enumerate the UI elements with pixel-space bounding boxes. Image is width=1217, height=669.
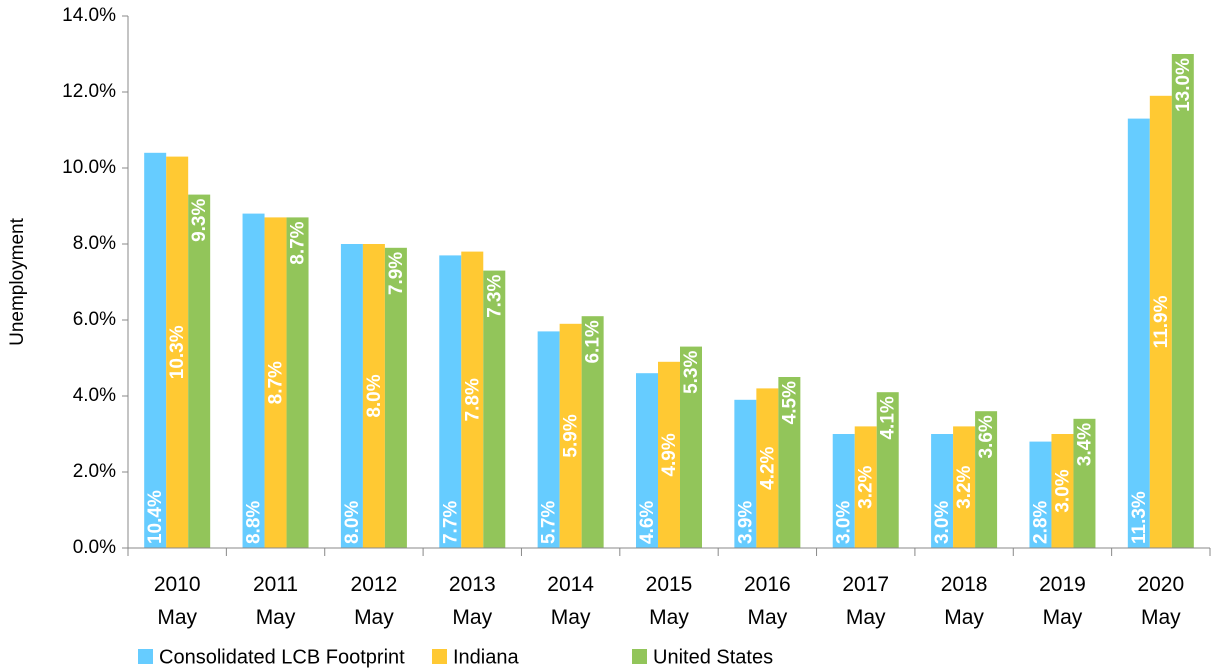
x-tick-label: 2015 May [645, 573, 693, 629]
bar [1029, 441, 1052, 548]
bar [832, 434, 855, 548]
x-tick-label: 2013 May [448, 573, 496, 629]
x-tick-label: 2012 May [350, 573, 398, 629]
bar [340, 244, 363, 548]
data-label: 8.7% [266, 361, 287, 404]
data-label: 6.1% [583, 320, 604, 363]
x-tick-label: 2020 May [1137, 573, 1185, 629]
bar [658, 361, 680, 548]
y-tick-label: 8.0% [73, 233, 116, 254]
bar [1127, 118, 1150, 548]
data-label: 8.8% [244, 501, 265, 544]
y-tick-label: 4.0% [73, 385, 116, 406]
data-label: 4.6% [637, 501, 658, 544]
data-label: 7.8% [462, 378, 483, 421]
legend-swatch [432, 649, 447, 664]
data-label: 9.3% [189, 198, 210, 241]
bar [384, 247, 407, 549]
legend-swatch [138, 649, 153, 664]
bar [188, 194, 211, 548]
bar [1171, 54, 1194, 548]
data-label: 11.9% [1151, 295, 1172, 348]
data-label: 7.7% [440, 501, 461, 544]
x-tick-label: 2010 May [153, 573, 201, 629]
data-label: 8.0% [342, 501, 363, 544]
bar [242, 213, 265, 548]
data-label: 3.0% [932, 501, 953, 544]
data-label: 3.0% [834, 501, 855, 544]
bar [1073, 418, 1096, 548]
data-label: 3.4% [1074, 423, 1095, 466]
bar [286, 217, 309, 548]
data-label: 7.3% [484, 274, 505, 317]
bar [439, 255, 462, 548]
bar [854, 426, 877, 548]
x-tick-label: 2014 May [547, 573, 594, 629]
bar [144, 152, 167, 549]
bar [680, 346, 702, 548]
data-label: 5.3% [681, 350, 702, 393]
x-tick-label: 2011 May [252, 573, 299, 629]
bar [975, 411, 998, 548]
data-label: 3.2% [856, 465, 877, 508]
bar [1051, 434, 1074, 548]
data-label: 10.3% [167, 325, 188, 379]
bar [876, 392, 899, 548]
bar [931, 434, 954, 548]
data-label: 8.0% [364, 374, 385, 417]
legend-swatch [632, 649, 647, 664]
data-label: 5.9% [561, 414, 582, 457]
bar [1149, 95, 1172, 549]
bar [581, 316, 604, 548]
data-label: 13.0% [1173, 58, 1194, 112]
data-label: 4.2% [757, 446, 778, 489]
y-tick-label: 12.0% [62, 81, 116, 102]
x-tick-label: 2016 May [744, 573, 791, 629]
y-tick-label: 2.0% [73, 461, 116, 482]
bar [483, 270, 506, 548]
legend-label: Indiana [453, 646, 519, 668]
data-label: 3.9% [735, 501, 756, 544]
y-tick-label: 6.0% [73, 309, 116, 330]
data-label: 10.4% [145, 490, 166, 544]
data-label: 2.8% [1030, 501, 1051, 544]
data-label: 8.7% [288, 221, 309, 264]
x-tick-label: 2019 May [1039, 573, 1086, 629]
x-tick-label: 2018 May [940, 573, 988, 629]
legend-label: United States [653, 646, 773, 668]
bar [778, 377, 801, 548]
y-tick-label: 10.0% [62, 157, 116, 178]
data-label: 4.5% [779, 381, 800, 424]
bar [636, 373, 658, 548]
data-label: 3.0% [1052, 469, 1073, 512]
bar [264, 217, 287, 548]
y-tick-label: 0.0% [73, 537, 116, 558]
bar [537, 331, 560, 548]
bar [953, 426, 976, 548]
bar [559, 323, 582, 548]
x-tick-label: 2017 May [842, 573, 890, 629]
data-label: 7.9% [386, 252, 407, 295]
data-label: 3.6% [976, 415, 997, 458]
bar [166, 156, 189, 548]
data-label: 11.3% [1129, 491, 1150, 544]
bar [362, 244, 385, 548]
bar [734, 399, 757, 548]
data-label: 5.7% [539, 501, 560, 544]
data-label: 4.9% [659, 433, 680, 476]
bar [756, 388, 779, 548]
y-axis-label: Unemployment [7, 217, 28, 345]
data-label: 4.1% [878, 396, 899, 439]
y-tick-label: 14.0% [62, 5, 116, 26]
legend-label: Consolidated LCB Footprint [159, 646, 405, 668]
data-label: 3.2% [954, 465, 975, 508]
bar [461, 251, 484, 548]
